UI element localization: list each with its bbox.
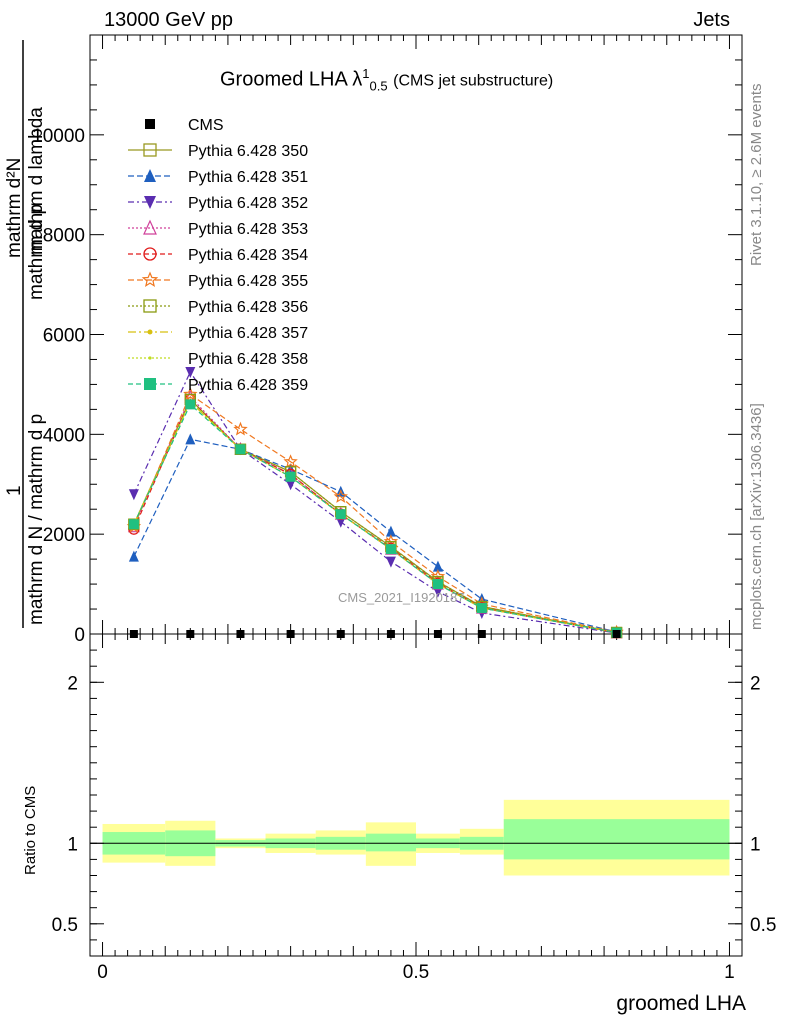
legend-label: Pythia 6.428 359	[188, 377, 308, 394]
series-line	[133, 393, 617, 633]
cms-data-point	[433, 630, 442, 638]
plot-title: Groomed LHA λ10.5 (CMS jet substructure)	[220, 66, 553, 94]
legend-label: Pythia 6.428 352	[188, 195, 308, 212]
ratio-band-inner	[365, 833, 416, 852]
legend-label: Pythia 6.428 357	[188, 325, 308, 342]
ratio-y-tick-label: 2	[67, 673, 78, 694]
cms-data-point	[186, 630, 195, 638]
analysis-watermark: CMS_2021_I1920187	[338, 590, 465, 605]
legend-label: CMS	[188, 117, 224, 134]
legend-label: Pythia 6.428 354	[188, 247, 308, 264]
y-tick-label: 8000	[43, 226, 85, 247]
mcplots-label: mcplots.cern.ch [arXiv:1306.3436]	[748, 403, 765, 630]
series-point	[333, 489, 348, 503]
x-tick-label: 1	[724, 962, 735, 983]
cms-data-point	[336, 630, 345, 638]
legend-marker	[143, 219, 157, 235]
legend-label: Pythia 6.428 353	[188, 221, 308, 238]
series-point	[335, 509, 346, 520]
legend-marker	[144, 169, 156, 182]
series-point	[285, 479, 296, 491]
y-label-denominator: mathrm d N / mathrm d p	[26, 413, 47, 625]
legend-label: Pythia 6.428 358	[188, 351, 308, 368]
x-axis-label: groomed LHA	[616, 992, 746, 1015]
series-point	[285, 471, 296, 482]
cms-data-point	[612, 630, 621, 638]
series-point	[183, 386, 198, 401]
series-line	[133, 395, 617, 634]
series-point	[185, 399, 196, 410]
ratio-y-tick-label-right: 1	[750, 834, 761, 855]
legend-marker	[143, 143, 157, 157]
series-point	[128, 519, 139, 530]
ratio-plot-frame	[89, 633, 743, 957]
plot-title-sub: 0.5	[369, 78, 388, 94]
series-point	[385, 556, 396, 568]
series-point	[128, 489, 139, 501]
legend-marker	[144, 378, 156, 390]
ratio-y-tick-label: 1	[67, 834, 78, 855]
legend-label: Pythia 6.428 351	[188, 169, 308, 186]
ratio-band-inner	[503, 819, 730, 860]
y-label-numerator: mathrm d²N	[4, 157, 25, 258]
category-label: Jets	[693, 9, 730, 31]
series-point	[432, 560, 443, 572]
series-point	[128, 550, 139, 562]
y-tick-label: 4000	[43, 425, 85, 446]
series-point	[283, 454, 298, 468]
series-point	[235, 444, 246, 455]
y-tick-label: 2000	[43, 525, 85, 546]
cms-data-point	[386, 630, 395, 638]
plot-title-paren: (CMS jet substructure)	[393, 72, 554, 90]
series-point	[233, 421, 248, 436]
y-tick-label: 10000	[32, 126, 85, 147]
y-label-ratio: Ratio to CMS	[22, 785, 39, 875]
plot-title-main: Groomed LHA	[220, 68, 347, 91]
y-label-numerator-extra2: mathrm d lambda	[26, 107, 47, 255]
series-line	[133, 398, 617, 634]
ratio-y-tick-label: 0.5	[52, 915, 78, 936]
y-tick-label: 0	[74, 625, 85, 646]
cms-data-point	[477, 630, 486, 638]
y-label-one: 1	[4, 485, 25, 496]
x-tick-label: 0	[97, 962, 108, 983]
legend-marker	[141, 271, 159, 287]
legend-label: Pythia 6.428 350	[188, 143, 308, 160]
legend-marker	[147, 329, 153, 335]
cms-data-point	[129, 630, 138, 638]
series-line	[133, 403, 617, 634]
plot-title-sup: 1	[362, 66, 370, 81]
series-point	[185, 366, 196, 378]
legend-marker	[143, 247, 157, 261]
legend-marker	[144, 196, 156, 209]
cms-data-point	[286, 630, 295, 638]
legend-marker	[143, 299, 157, 313]
legend-marker	[145, 119, 155, 129]
legend-label: Pythia 6.428 356	[188, 299, 308, 316]
series-point	[432, 579, 443, 590]
series-point	[385, 525, 396, 537]
cms-data-point	[236, 630, 245, 638]
ratio-y-tick-label-right: 0.5	[750, 915, 776, 936]
energy-label: 13000 GeV pp	[104, 9, 233, 31]
legend-label: Pythia 6.428 355	[188, 273, 308, 290]
legend-marker	[148, 356, 152, 360]
series-point	[185, 433, 196, 445]
y-tick-label: 6000	[43, 326, 85, 347]
ratio-y-tick-label-right: 2	[750, 673, 761, 694]
rivet-label: Rivet 3.1.10, ≥ 2.6M events	[748, 83, 765, 267]
series-point	[476, 603, 487, 614]
series-point	[385, 544, 396, 555]
plot-title-symbol: λ	[352, 68, 363, 91]
x-tick-label: 0.5	[403, 962, 429, 983]
